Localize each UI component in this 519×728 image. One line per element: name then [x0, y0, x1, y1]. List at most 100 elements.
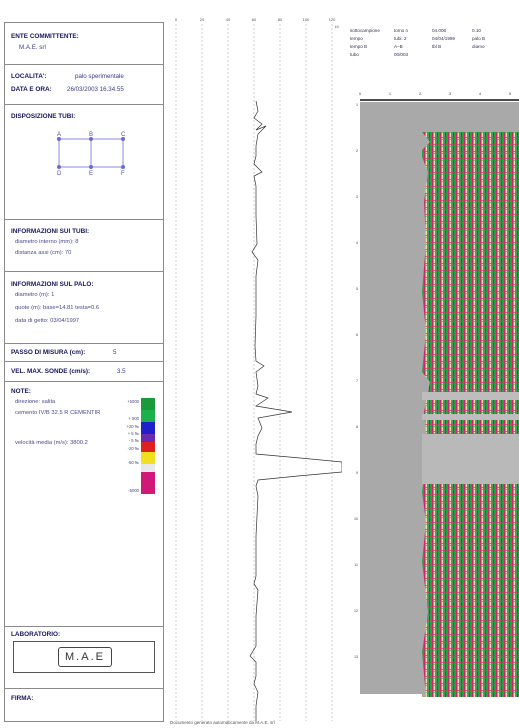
- diametro-palo: diametro (m): 1: [15, 292, 55, 298]
- legend-label: + 5 ‰: [128, 431, 140, 436]
- legend-label: -5000: [128, 488, 139, 493]
- tube-letter-a: A: [57, 132, 61, 138]
- section-velocita-sonde: VEL. MAX. SONDE (cm/s): 3.5: [5, 362, 163, 382]
- section-laboratorio: LABORATORIO: M.A.E: [5, 627, 163, 689]
- header-cell: 04.006: [432, 28, 447, 33]
- laboratory-logo: M.A.E: [13, 641, 155, 673]
- vel-value: 3.5: [117, 368, 126, 375]
- tomo-y-tick: 2: [356, 149, 358, 153]
- tube-layout-diagram: A B C D E F: [57, 132, 126, 177]
- tomo-x-tick: 4: [479, 92, 482, 96]
- header-cell: tempo B: [350, 44, 368, 49]
- legend-label: -50 ‰: [128, 460, 140, 465]
- header-cell: 00/003: [394, 52, 409, 57]
- graph-x-tick: 100: [303, 17, 310, 22]
- section-info-tubi: INFORMAZIONI SUI TUBI: diametro interno …: [5, 220, 163, 272]
- section-firma: FIRMA:: [5, 689, 163, 721]
- tube-letter-e: E: [89, 171, 93, 177]
- quote-palo: quote (m): base=14.81 testa=0.6: [15, 305, 100, 311]
- legend-swatch: [141, 464, 155, 472]
- graph-x-tick: 40: [226, 17, 231, 22]
- section-passo: PASSO DI MISURA (cm): 5: [5, 344, 163, 362]
- tube-letter-b: B: [89, 132, 93, 138]
- legend-swatch: [141, 398, 155, 410]
- tomo-y-tick: 9: [356, 471, 358, 475]
- tomo-y-tick: 1: [356, 103, 358, 107]
- info-palo-label: INFORMAZIONI SUL PALO:: [11, 281, 94, 288]
- tomo-y-tick: 10: [354, 517, 358, 521]
- vel-label: VEL. MAX. SONDE (cm/s):: [11, 368, 91, 375]
- tomo-y-tick: 6: [356, 333, 358, 337]
- measurement-header-table: sottocampione tomo n 04.006 0.10 tempo t…: [350, 28, 519, 98]
- tubi-label: DISPOSIZIONE TUBI:: [11, 113, 76, 120]
- ente-label: ENTE COMMITTENTE:: [11, 33, 79, 40]
- header-cell: palo B: [472, 36, 486, 41]
- legend-label: -20 ‰: [128, 446, 140, 451]
- graph-x-tick: 60: [252, 17, 257, 22]
- legend-swatch: [141, 452, 155, 464]
- data-value: 26/03/2003 16.34.55: [67, 86, 124, 93]
- tomo-y-tick: 5: [356, 287, 358, 291]
- passo-label: PASSO DI MISURA (cm):: [11, 349, 86, 356]
- header-cell: tomo n: [394, 28, 409, 33]
- header-cell: 04/04/1999: [432, 36, 455, 41]
- header-cell: 0.10: [472, 28, 481, 33]
- data-label: DATA E ORA:: [11, 86, 52, 93]
- ente-value: M.A.E. srl: [19, 44, 46, 51]
- info-panel: ENTE COMMITTENTE: M.A.E. srl LOCALITA': …: [4, 22, 164, 722]
- section-disposizione-tubi: DISPOSIZIONE TUBI: A B C D E F: [5, 105, 163, 220]
- tomo-y-tick: 4: [356, 241, 358, 245]
- section-ente: ENTE COMMITTENTE: M.A.E. srl: [5, 23, 163, 65]
- header-cell: sottocampione: [350, 28, 380, 33]
- tomo-x-tick: 2: [419, 92, 422, 96]
- tube-letter-c: C: [121, 132, 126, 138]
- section-localita: LOCALITA': palo sperimentale DATA E ORA:…: [5, 65, 163, 105]
- tomo-y-tick: 11: [354, 563, 358, 567]
- legend-swatch: [141, 442, 155, 452]
- legend-label: +5000: [127, 399, 139, 404]
- header-cell: tbl B: [432, 44, 442, 49]
- page-footer: Documento generato automaticamente da M.…: [170, 720, 275, 725]
- tube-letter-f: F: [121, 171, 125, 177]
- tomo-x-tick: 1: [389, 92, 392, 96]
- localita-value: palo sperimentale: [75, 73, 124, 80]
- color-legend: +5000 + 500 +20 ‰ + 5 ‰ - 5 ‰ -20 ‰ -50 …: [127, 398, 155, 494]
- legend-label: +20 ‰: [127, 424, 140, 429]
- section-note: NOTE: direzione: salita cemento IV/B 32.…: [5, 382, 163, 627]
- legend-label: + 500: [128, 416, 139, 421]
- note-label: NOTE:: [11, 388, 31, 395]
- tomo-y-tick: 13: [354, 655, 358, 659]
- legend-swatches: [141, 398, 155, 494]
- passo-value: 5: [113, 349, 117, 356]
- graph-x-tick: 120: [329, 17, 336, 22]
- tomo-x-tick: 0: [359, 92, 362, 96]
- graph-x-tick: 0: [175, 17, 178, 22]
- legend-swatch: [141, 472, 155, 494]
- localita-label: LOCALITA':: [11, 73, 47, 80]
- header-cell: A–B: [394, 44, 403, 49]
- graph-x-tick: 20: [200, 17, 205, 22]
- signal-profile-graph: 0 20 40 60 80 100 120 kV: [175, 17, 342, 721]
- crosshole-tomogram: 0 1 2 3 4 5 1 2 3 4 5 6 7 8 9 10 11 12 1…: [354, 92, 519, 697]
- header-cell: tubi: 2: [394, 36, 407, 41]
- legend-swatch: [141, 422, 155, 434]
- note-cemento: cemento IV/B 32.5 R CEMENTIR: [15, 410, 101, 416]
- tomo-y-tick: 7: [356, 379, 358, 383]
- signal-trace: [249, 100, 342, 721]
- tomo-y-tick: 3: [356, 195, 358, 199]
- legend-label: - 5 ‰: [129, 438, 140, 443]
- velocita-media: velocità media (m/s): 3800.2: [15, 440, 88, 446]
- diametro-tubi: diametro interno (mm): 8: [15, 239, 79, 245]
- tube-letter-d: D: [57, 171, 62, 177]
- tomo-y-tick: 12: [354, 609, 358, 613]
- tomo-x-tick: 3: [449, 92, 452, 96]
- tomo-x-tick: 5: [509, 92, 512, 96]
- note-direzione: direzione: salita: [15, 399, 56, 405]
- graph-unit: kV: [335, 25, 340, 29]
- legend-swatch: [141, 410, 155, 422]
- laboratorio-label: LABORATORIO:: [11, 631, 61, 638]
- logo-text: M.A.E: [58, 647, 112, 667]
- header-cell: diamo: [472, 44, 485, 49]
- section-info-palo: INFORMAZIONI SUL PALO: diametro (m): 1 q…: [5, 272, 163, 344]
